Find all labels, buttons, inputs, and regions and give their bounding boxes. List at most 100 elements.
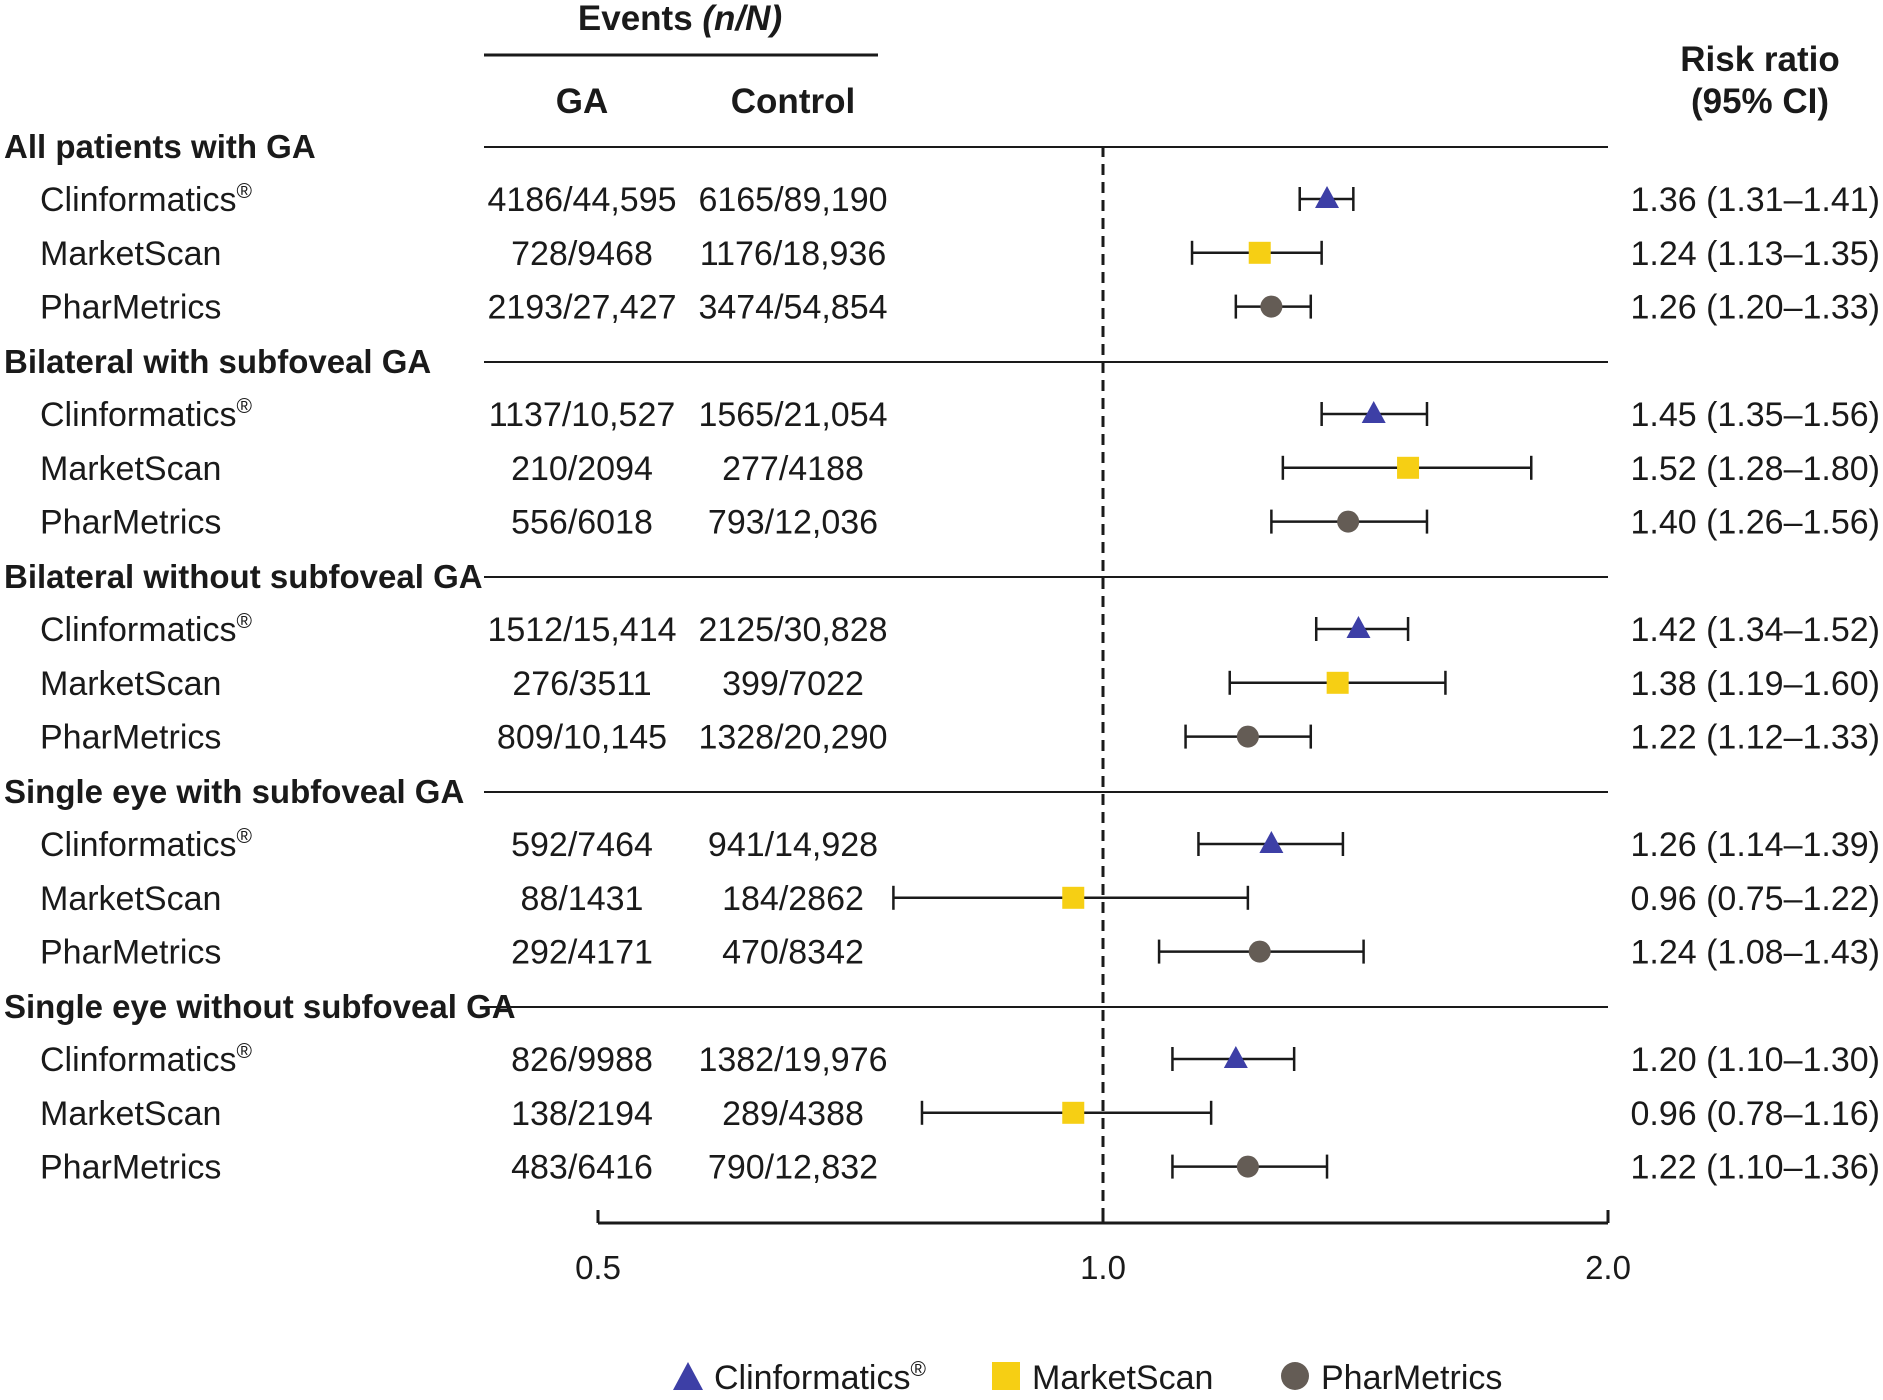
- risk-ratio-ci: 1.20 (1.10–1.30): [1630, 1041, 1880, 1079]
- row-marketscan: MarketScan 88/1431 184/2862 0.96 (0.75–1.22…: [40, 880, 1880, 918]
- database-name: Clinformatics®: [40, 610, 252, 649]
- legend-triangle-icon: [673, 1362, 703, 1390]
- database-name: PharMetrics: [40, 719, 221, 757]
- legend-item-marketscan: MarketScan: [992, 1359, 1213, 1397]
- row-clinformatics: Clinformatics® 1137/10,527 1565/21,054 1.45…: [40, 395, 1880, 434]
- risk-ratio-ci: 1.26 (1.14–1.39): [1630, 826, 1880, 864]
- group-bilateral-with-subfoveal-ga: Bilateral with subfoveal GA Clinformatics…: [4, 343, 1880, 542]
- control-events: 399/7022: [722, 665, 864, 703]
- risk-ratio-header: Risk ratio: [1680, 40, 1840, 79]
- risk-ratio-ci: 1.22 (1.12–1.33): [1630, 719, 1880, 757]
- group-single-eye-without-subfoveal-ga: Single eye without subfoveal GA Clinforma…: [4, 988, 1880, 1187]
- point-estimate-triangle: [1361, 401, 1386, 423]
- risk-ratio-ci: 1.45 (1.35–1.56): [1630, 396, 1880, 434]
- control-events: 793/12,036: [708, 504, 878, 542]
- risk-ratio-ci-header: (95% CI): [1691, 82, 1829, 121]
- ga-events: 2193/27,427: [487, 289, 676, 327]
- legend-square-icon: [992, 1362, 1020, 1390]
- ga-events: 592/7464: [511, 826, 653, 864]
- study-rows: All patients with GA Clinformatics® 4186/4…: [4, 128, 1880, 1187]
- database-name: Clinformatics®: [40, 180, 252, 219]
- point-estimate-square: [1062, 1101, 1085, 1124]
- point-estimate-circle: [1260, 295, 1283, 318]
- ga-events: 1137/10,527: [489, 396, 676, 434]
- control-events: 3474/54,854: [698, 289, 887, 327]
- row-pharmetrics: PharMetrics 809/10,145 1328/20,290 1.22 (1.…: [40, 719, 1880, 757]
- database-name: Clinformatics®: [40, 825, 252, 864]
- ga-events: 276/3511: [512, 665, 651, 703]
- x-tick-label: 0.5: [575, 1249, 621, 1286]
- risk-ratio-ci: 1.42 (1.34–1.52): [1630, 611, 1880, 649]
- point-estimate-triangle: [1346, 616, 1371, 638]
- legend-label: Clinformatics®: [714, 1358, 926, 1397]
- control-events: 790/12,832: [708, 1149, 878, 1187]
- row-marketscan: MarketScan 728/9468 1176/18,936 1.24 (1.13–…: [40, 235, 1880, 273]
- database-name: Clinformatics®: [40, 1040, 252, 1079]
- risk-ratio-ci: 1.36 (1.31–1.41): [1630, 181, 1880, 219]
- control-events: 1382/19,976: [698, 1041, 887, 1079]
- ga-events: 88/1431: [521, 880, 644, 918]
- legend: Clinformatics® MarketScan PharMetrics: [673, 1358, 1502, 1397]
- point-estimate-triangle: [1259, 831, 1284, 853]
- database-name: MarketScan: [40, 235, 221, 273]
- group-all-patients-with-ga: All patients with GA Clinformatics® 4186/4…: [4, 128, 1880, 327]
- row-pharmetrics: PharMetrics 292/4171 470/8342 1.24 (1.08–1.…: [40, 934, 1880, 972]
- control-events: 6165/89,190: [698, 181, 887, 219]
- ga-events: 826/9988: [511, 1041, 653, 1079]
- row-marketscan: MarketScan 276/3511 399/7022 1.38 (1.19–1.6…: [40, 665, 1880, 703]
- group-title: Single eye with subfoveal GA: [4, 773, 464, 810]
- control-events: 184/2862: [722, 880, 864, 918]
- risk-ratio-ci: 0.96 (0.78–1.16): [1630, 1095, 1880, 1133]
- legend-item-clinformatics: Clinformatics®: [673, 1358, 926, 1397]
- point-estimate-square: [1397, 456, 1420, 479]
- point-estimate-circle: [1337, 510, 1360, 533]
- point-estimate-circle: [1236, 725, 1259, 748]
- point-estimate-circle: [1248, 940, 1271, 963]
- group-title: Single eye without subfoveal GA: [4, 988, 516, 1025]
- control-events: 2125/30,828: [698, 611, 887, 649]
- ga-events: 210/2094: [511, 450, 653, 488]
- row-pharmetrics: PharMetrics 556/6018 793/12,036 1.40 (1.26–…: [40, 504, 1880, 542]
- group-title: Bilateral with subfoveal GA: [4, 343, 431, 380]
- point-estimate-triangle: [1315, 186, 1340, 208]
- x-tick-label: 2.0: [1585, 1249, 1631, 1286]
- group-bilateral-without-subfoveal-ga: Bilateral without subfoveal GA Clinformat…: [4, 558, 1880, 757]
- control-events: 941/14,928: [708, 826, 878, 864]
- point-estimate-triangle: [1223, 1046, 1248, 1068]
- database-name: MarketScan: [40, 1095, 221, 1133]
- database-name: PharMetrics: [40, 1149, 221, 1187]
- point-estimate-square: [1248, 241, 1271, 264]
- x-tick-label: 1.0: [1080, 1249, 1126, 1286]
- row-pharmetrics: PharMetrics 483/6416 790/12,832 1.22 (1.10–…: [40, 1149, 1880, 1187]
- control-events: 289/4388: [722, 1095, 864, 1133]
- ga-events: 809/10,145: [497, 719, 667, 757]
- column-headers: Events (n/N) GA Control Risk ratio (95% …: [484, 0, 1840, 121]
- row-marketscan: MarketScan 210/2094 277/4188 1.52 (1.28–1.8…: [40, 450, 1880, 488]
- legend-label: MarketScan: [1032, 1359, 1213, 1397]
- ga-events: 138/2194: [511, 1095, 653, 1133]
- risk-ratio-ci: 1.24 (1.13–1.35): [1630, 235, 1880, 273]
- risk-ratio-ci: 1.38 (1.19–1.60): [1630, 665, 1880, 703]
- group-title: All patients with GA: [4, 128, 316, 165]
- row-clinformatics: Clinformatics® 826/9988 1382/19,976 1.20 (1…: [40, 1040, 1880, 1079]
- row-clinformatics: Clinformatics® 4186/44,595 6165/89,190 1.36…: [40, 180, 1880, 219]
- database-name: PharMetrics: [40, 289, 221, 327]
- risk-ratio-ci: 1.22 (1.10–1.36): [1630, 1149, 1880, 1187]
- control-events: 470/8342: [722, 934, 864, 972]
- database-name: PharMetrics: [40, 504, 221, 542]
- ga-events: 556/6018: [511, 504, 653, 542]
- row-pharmetrics: PharMetrics 2193/27,427 3474/54,854 1.26 (1…: [40, 289, 1880, 327]
- legend-circle-icon: [1281, 1362, 1309, 1390]
- x-axis: 0.5 1.0 2.0: [575, 146, 1631, 1286]
- database-name: MarketScan: [40, 665, 221, 703]
- ga-column-header: GA: [556, 82, 609, 121]
- ga-events: 292/4171: [511, 934, 653, 972]
- point-estimate-circle: [1236, 1155, 1259, 1178]
- point-estimate-square: [1062, 886, 1085, 909]
- legend-item-pharmetrics: PharMetrics: [1281, 1359, 1502, 1397]
- database-name: PharMetrics: [40, 934, 221, 972]
- database-name: MarketScan: [40, 880, 221, 918]
- ga-events: 4186/44,595: [487, 181, 676, 219]
- risk-ratio-ci: 0.96 (0.75–1.22): [1630, 880, 1880, 918]
